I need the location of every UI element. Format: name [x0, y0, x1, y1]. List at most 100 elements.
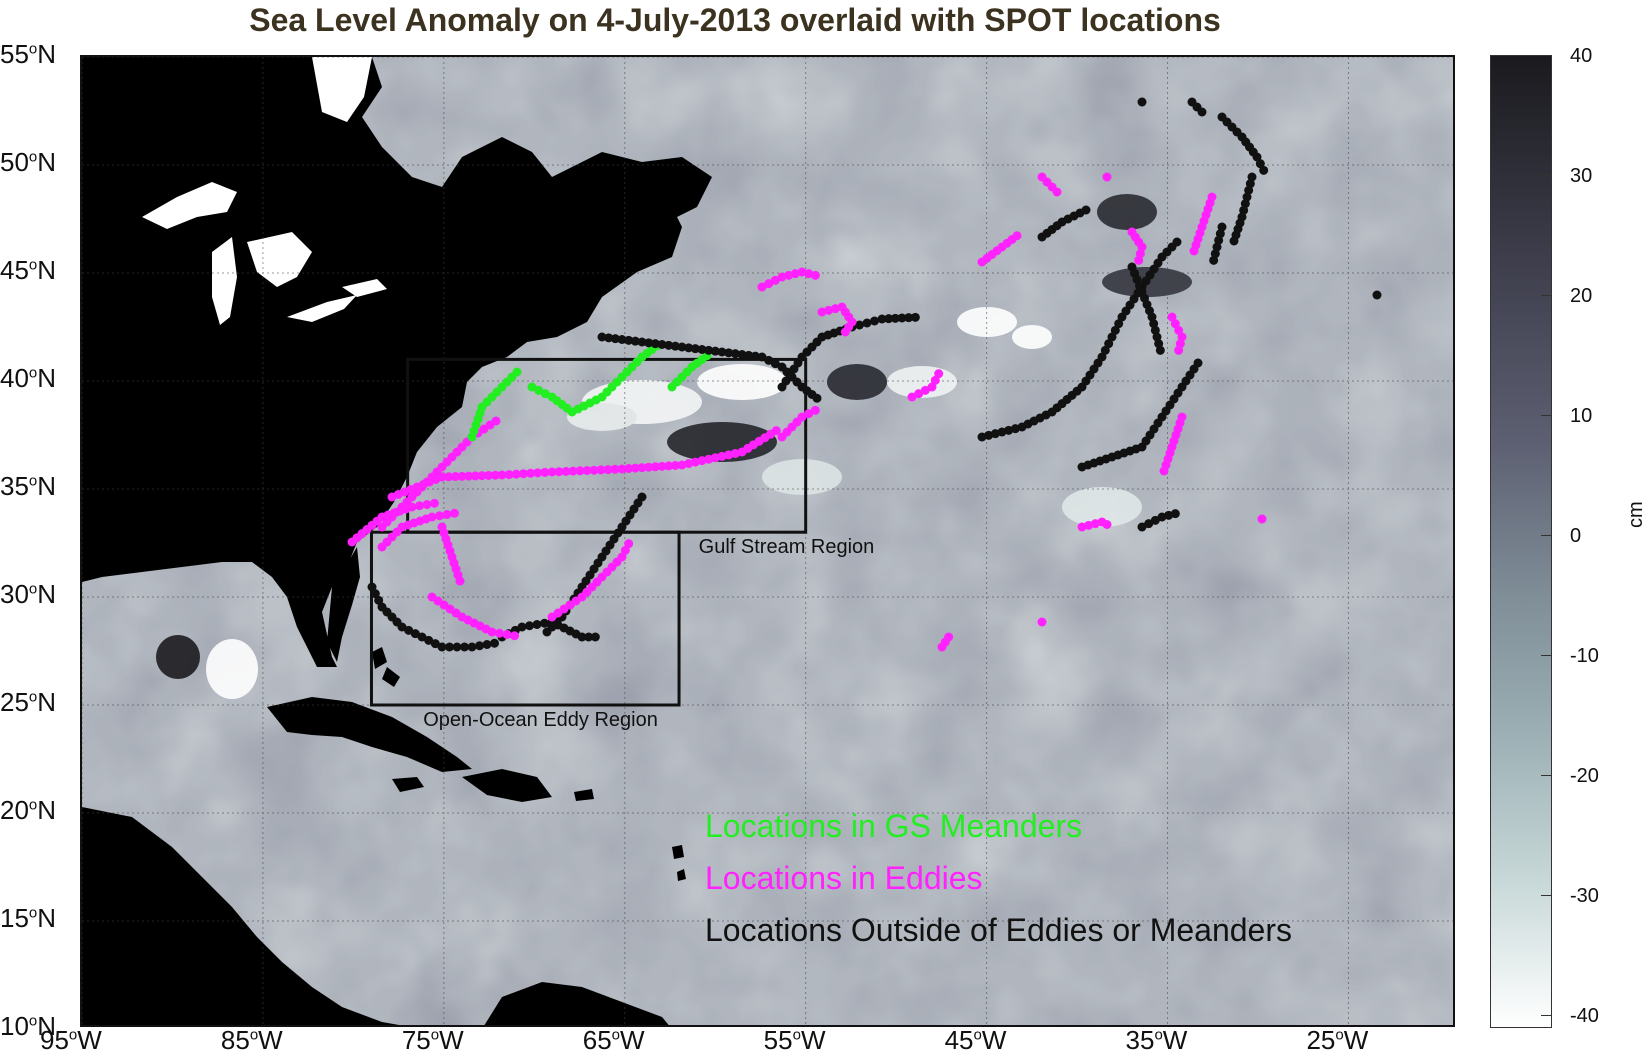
spot-location [717, 347, 727, 357]
spot-location [770, 359, 780, 369]
spot-location [1137, 97, 1147, 107]
spot-location [504, 470, 514, 480]
spot-location [617, 464, 627, 474]
spot-location [764, 279, 774, 289]
spot-location [637, 463, 647, 473]
spot-location [442, 510, 452, 519]
bahamas-1 [372, 647, 387, 669]
spot-location [1259, 165, 1269, 175]
jamaica [392, 777, 424, 792]
spot-location [1209, 255, 1219, 265]
lon-hem: W [981, 1025, 1007, 1055]
spot-location [1172, 237, 1182, 247]
spot-location [540, 467, 550, 477]
region-boxes [369, 357, 808, 707]
lat-hem: N [37, 795, 57, 825]
map-panel[interactable] [80, 55, 1455, 1027]
colorbar-tick-3: 10 [1570, 405, 1593, 427]
lon-deg: 55 [763, 1025, 793, 1055]
degree-symbol: o [28, 580, 38, 598]
legend-outside-label: Locations Outside of Eddies or Meanders [705, 912, 1292, 948]
spot-location [424, 635, 434, 645]
lon-hem: W [439, 1025, 464, 1055]
spot-location [930, 375, 940, 385]
spot-location [1189, 246, 1199, 256]
region-box-1 [369, 530, 681, 707]
colorbar-tick-7: -30 [1570, 885, 1599, 907]
spot-location [644, 462, 654, 472]
spot-location [750, 351, 760, 361]
lat-deg: 40 [0, 363, 29, 393]
spot-location [397, 622, 407, 632]
colorbar-tickmark-0 [1541, 55, 1551, 56]
spot-location [502, 630, 512, 639]
map-canvas[interactable] [82, 57, 1455, 1027]
spot-location [927, 382, 937, 392]
lat-hem: N [37, 147, 57, 177]
colorbar [1490, 55, 1552, 1028]
spot-location [897, 313, 907, 323]
colorbar-tick-8: -40 [1570, 1005, 1599, 1027]
lat-hem: N [37, 471, 57, 501]
spot-location [457, 471, 467, 481]
spot-location [404, 625, 414, 635]
degree-symbol: o [68, 1026, 78, 1044]
lon-tick-55: 55oW [764, 1025, 826, 1056]
spot-location [797, 412, 807, 422]
spot-location [907, 392, 917, 402]
spot-location [650, 462, 660, 472]
colorbar-tick-0: 40 [1570, 45, 1593, 67]
legend-gs-meanders-label: Locations in GS Meanders [705, 808, 1083, 844]
lat-deg: 20 [0, 795, 29, 825]
spot-location [497, 470, 507, 480]
lon-deg: 45 [944, 1025, 974, 1055]
coast-highlight [312, 57, 372, 122]
spot-location [597, 332, 607, 342]
spot-location [1159, 466, 1169, 476]
spot-location [697, 345, 707, 354]
nova-scotia [537, 242, 642, 285]
spot-location [1012, 231, 1022, 241]
cuba [267, 697, 472, 772]
spot-locations [347, 97, 1382, 652]
lat-hem: N [37, 903, 57, 933]
degree-symbol: o [1154, 1026, 1163, 1044]
lake-erie [287, 295, 357, 322]
lon-tick-25: 25oW [1306, 1025, 1368, 1056]
lon-tick-75: 75oW [402, 1025, 464, 1056]
spot-location [1104, 339, 1114, 349]
colorbar-tickmark-5 [1541, 655, 1551, 656]
central-america [82, 807, 400, 1025]
colorbar-tick-4: 0 [1570, 525, 1582, 547]
spot-location [490, 470, 500, 480]
spot-location [1102, 520, 1112, 529]
spot-location [944, 632, 954, 642]
spot-location [1052, 187, 1062, 197]
lat-hem: N [37, 579, 57, 609]
spot-location [1155, 345, 1165, 355]
lon-deg: 25 [1306, 1025, 1336, 1055]
spot-location [624, 464, 634, 474]
spot-location [624, 335, 634, 345]
spot-location [862, 318, 872, 328]
lake-ontario [342, 279, 387, 297]
spot-location [422, 500, 432, 509]
spot-location [1081, 205, 1091, 215]
lat-tick-30: 30oN [0, 579, 56, 610]
spot-location [771, 426, 781, 436]
lon-tick-35: 35oW [1126, 1025, 1188, 1056]
spot-location [367, 582, 377, 592]
spot-location [540, 389, 550, 399]
lat-tick-35: 35oN [0, 471, 56, 502]
spot-location [617, 552, 627, 562]
colorbar-tick-5: -10 [1570, 645, 1599, 667]
lat-hem: N [37, 39, 57, 69]
spot-location [610, 464, 620, 474]
spot-location [664, 461, 674, 471]
spot-location [512, 367, 522, 377]
spot-location [1255, 159, 1265, 169]
spot-location [1110, 325, 1120, 335]
spot-location [744, 350, 754, 360]
colorbar-tickmark-1 [1541, 175, 1551, 176]
great-lakes [142, 182, 387, 325]
